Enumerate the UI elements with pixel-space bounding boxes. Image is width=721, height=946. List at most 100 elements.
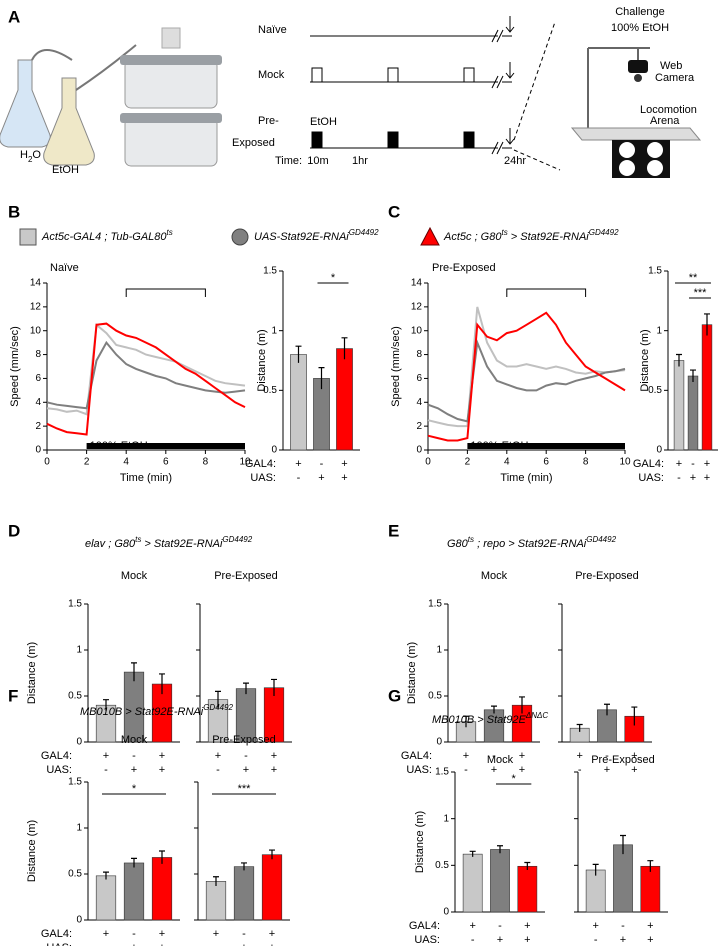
panel-letter: B bbox=[8, 202, 20, 221]
flask-ethanol bbox=[43, 77, 95, 166]
sign-label: + bbox=[341, 458, 347, 470]
row-label: UAS: bbox=[406, 764, 432, 776]
subplot-title: Mock bbox=[487, 754, 514, 766]
container-lid bbox=[120, 113, 222, 123]
error-bar bbox=[241, 862, 247, 871]
series-line bbox=[427, 338, 626, 423]
significance-label: ** bbox=[689, 272, 698, 284]
chart-title: MB010B > Stat92EΔNΔC bbox=[432, 711, 548, 726]
y-tick-label: 1.5 bbox=[648, 266, 662, 277]
error-bar bbox=[318, 367, 325, 390]
y-axis-label: Speed (mm/sec) bbox=[390, 326, 402, 407]
y-tick-label: 1 bbox=[76, 645, 82, 656]
x-tick-label: 4 bbox=[504, 457, 510, 468]
error-bar bbox=[604, 703, 610, 716]
subplot-title: Pre-Exposed bbox=[212, 734, 276, 746]
bar bbox=[462, 853, 483, 913]
y-tick-label: 1.5 bbox=[68, 777, 82, 788]
sign-label: - bbox=[320, 458, 324, 470]
y-tick-label: 8 bbox=[416, 349, 422, 360]
text-part: Act5c ; G80 bbox=[443, 231, 502, 243]
text-part: G80 bbox=[447, 538, 469, 550]
zoom-line bbox=[513, 21, 561, 171]
arrow bbox=[505, 128, 515, 145]
text-part: MB010B > Stat92E bbox=[432, 714, 527, 726]
script-text: 2 bbox=[28, 155, 33, 164]
etoh-label: 100% EtOH bbox=[470, 440, 528, 452]
y-tick-label: 1.5 bbox=[428, 599, 442, 610]
bar bbox=[336, 348, 353, 451]
bar bbox=[687, 375, 699, 451]
x-tick-label: 10 bbox=[239, 457, 251, 468]
etoh-exposure bbox=[387, 131, 399, 149]
sign-label: + bbox=[318, 472, 324, 484]
row-label: UAS: bbox=[414, 934, 440, 946]
error-bar bbox=[215, 690, 221, 708]
arrow bbox=[505, 16, 515, 33]
water-label: H2O bbox=[20, 149, 41, 164]
bar bbox=[151, 857, 173, 921]
y-axis-label: Distance (m) bbox=[406, 642, 418, 704]
script-text: GD4492 bbox=[589, 228, 619, 237]
analysis-window bbox=[506, 288, 587, 297]
camera bbox=[628, 60, 648, 73]
subplot-title: Mock bbox=[121, 734, 148, 746]
x-tick-label: 2 bbox=[84, 457, 90, 468]
row-label: Exposed bbox=[232, 137, 275, 149]
y-tick-label: 8 bbox=[35, 349, 41, 360]
legend-marker bbox=[19, 228, 37, 246]
subplot-title: Pre-Exposed bbox=[575, 570, 639, 582]
y-tick-label: 0.5 bbox=[68, 691, 82, 702]
sign-label: + bbox=[295, 458, 301, 470]
sign-label: - bbox=[104, 764, 108, 776]
camera-stand bbox=[587, 47, 650, 130]
etoh-exposure bbox=[311, 131, 323, 149]
sign-label: - bbox=[244, 750, 248, 762]
y-tick-label: 0 bbox=[443, 907, 449, 918]
bar bbox=[585, 869, 606, 913]
bar bbox=[517, 865, 538, 913]
arena-well bbox=[619, 142, 635, 158]
sign-label: + bbox=[497, 934, 503, 946]
chart-title: Pre-Exposed bbox=[432, 262, 496, 274]
row-label: GAL4: bbox=[245, 458, 276, 470]
sign-label: + bbox=[241, 942, 247, 946]
sign-label: + bbox=[463, 750, 469, 762]
x-tick-label: 0 bbox=[44, 457, 50, 468]
y-axis-label: Speed (mm/sec) bbox=[9, 326, 21, 407]
y-tick-label: 4 bbox=[416, 397, 422, 408]
row-label: GAL4: bbox=[41, 750, 72, 762]
sign-label: + bbox=[159, 764, 165, 776]
subplot-title: Mock bbox=[481, 570, 508, 582]
row-label: UAS: bbox=[46, 764, 72, 776]
y-tick-label: 0.5 bbox=[68, 869, 82, 880]
row-label: GAL4: bbox=[401, 750, 432, 762]
sign-label: + bbox=[271, 764, 277, 776]
error-bar bbox=[103, 871, 109, 880]
ethanol-label: EtOH bbox=[52, 164, 79, 176]
significance-label: * bbox=[512, 773, 517, 785]
sign-label: + bbox=[604, 764, 610, 776]
sign-label: + bbox=[519, 750, 525, 762]
error-bar bbox=[463, 715, 469, 728]
legend-marker bbox=[231, 228, 249, 246]
sign-label: + bbox=[215, 750, 221, 762]
series-line bbox=[427, 306, 626, 428]
x-tick-label: 8 bbox=[583, 457, 589, 468]
arena-well bbox=[619, 160, 635, 176]
y-tick-label: 2 bbox=[416, 421, 422, 432]
text-part: O bbox=[32, 149, 41, 161]
error-bar bbox=[131, 662, 137, 682]
y-axis-label: Distance (m) bbox=[26, 820, 38, 882]
sign-label: + bbox=[576, 750, 582, 762]
row-label: GAL4: bbox=[633, 458, 664, 470]
y-tick-label: 0.5 bbox=[435, 860, 449, 871]
y-tick-label: 6 bbox=[35, 373, 41, 384]
bar bbox=[673, 360, 685, 451]
y-tick-label: 0.5 bbox=[263, 385, 277, 396]
series-line bbox=[46, 322, 246, 416]
y-tick-label: 1.5 bbox=[68, 599, 82, 610]
tubing bbox=[31, 44, 137, 91]
error-bar bbox=[469, 850, 476, 857]
